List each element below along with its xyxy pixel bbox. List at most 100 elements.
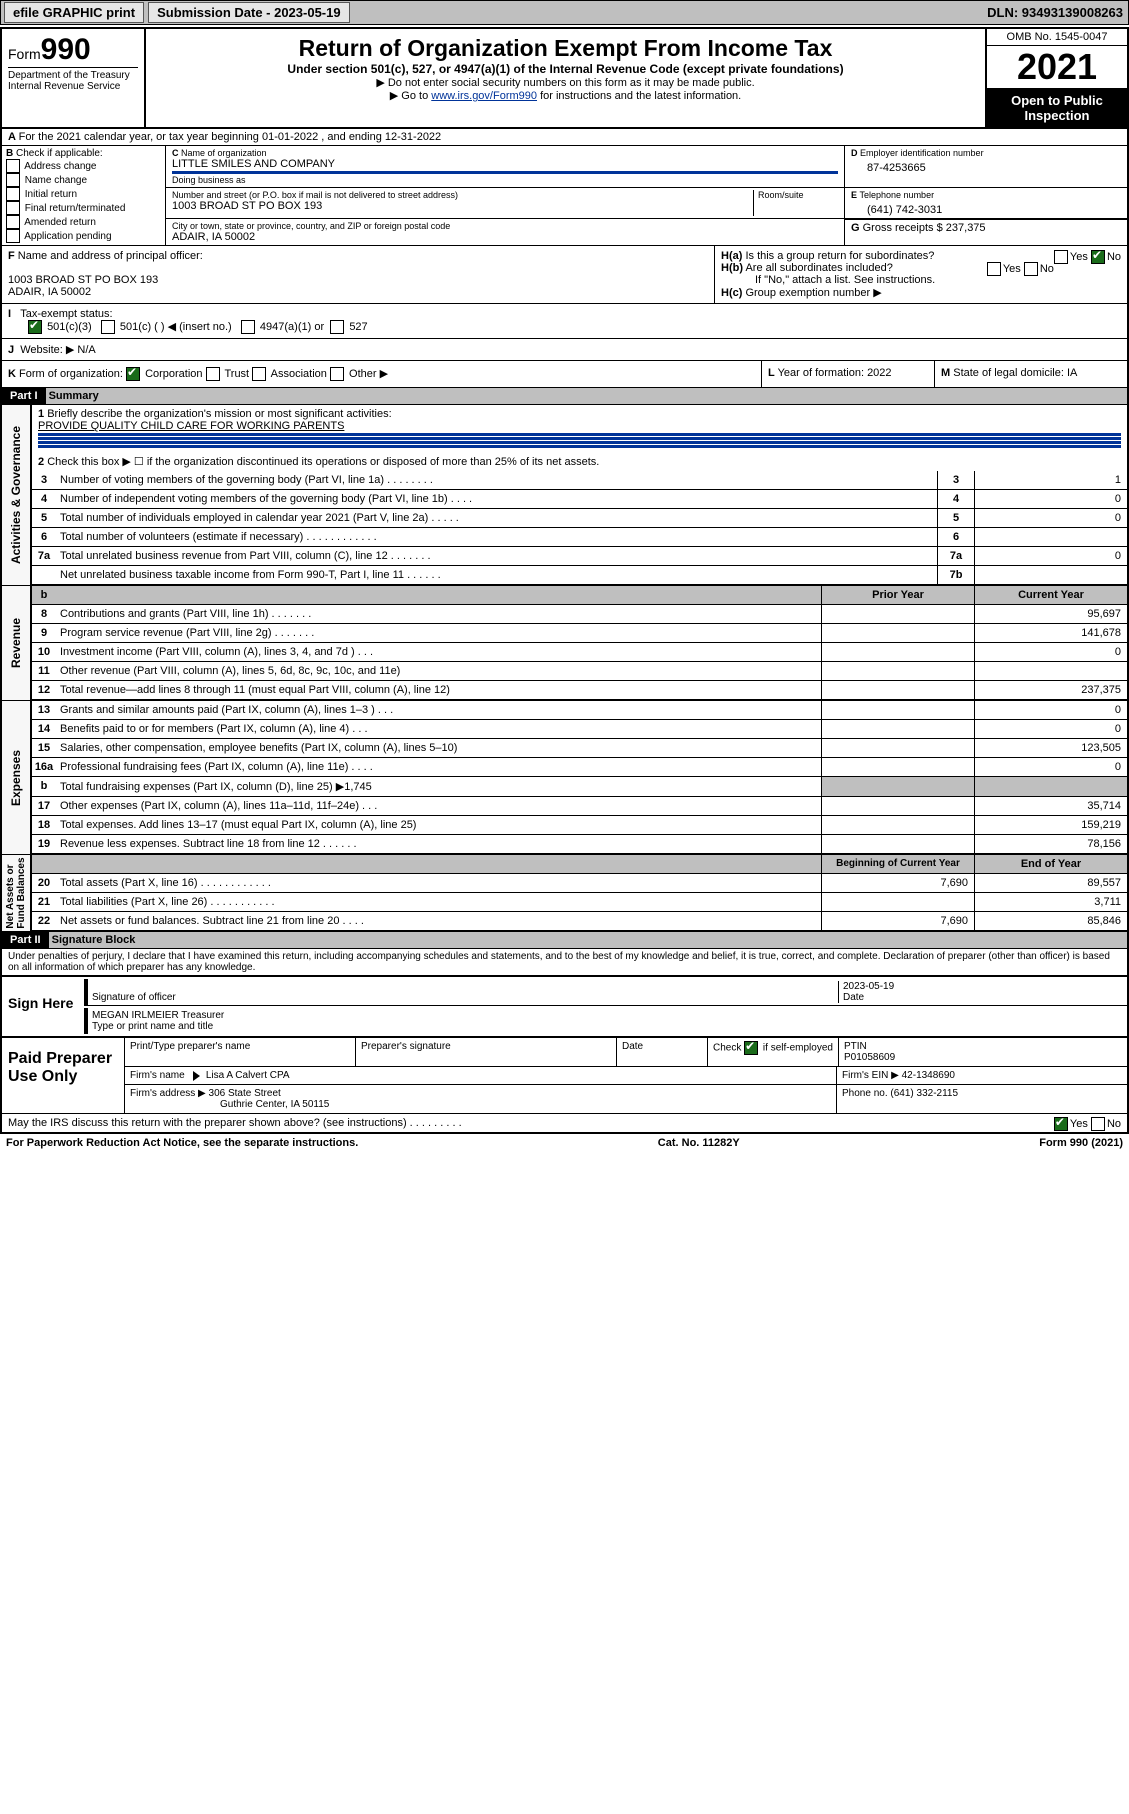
hc-label: Group exemption number ▶ — [745, 287, 881, 299]
form-title: Return of Organization Exempt From Incom… — [152, 35, 979, 62]
sidebar-expenses: Expenses — [2, 701, 32, 854]
gross-value: 237,375 — [946, 222, 986, 234]
b-checkbox[interactable] — [6, 215, 20, 229]
officer-name-label: Type or print name and title — [92, 1021, 213, 1032]
part2-header: Part II — [2, 932, 49, 948]
city-value: ADAIR, IA 50002 — [172, 231, 838, 243]
assoc-checkbox[interactable] — [252, 367, 266, 381]
dln-label: DLN: 93493139008263 — [987, 5, 1127, 20]
501c-checkbox[interactable] — [101, 320, 115, 334]
form-org-label: Form of organization: — [19, 368, 123, 380]
boy-header: Beginning of Current Year — [821, 855, 974, 873]
current-year-header: Current Year — [974, 586, 1127, 604]
arrow-icon — [193, 1071, 200, 1081]
prep-date-header: Date — [617, 1038, 708, 1066]
ha-yes-checkbox[interactable] — [1054, 250, 1068, 264]
self-employed-checkbox[interactable] — [744, 1041, 758, 1055]
perjury-declaration: Under penalties of perjury, I declare th… — [2, 949, 1127, 975]
paid-preparer-label: Paid Preparer Use Only — [2, 1038, 125, 1113]
top-toolbar: efile GRAPHIC print Submission Date - 20… — [0, 0, 1129, 25]
q2-label: Check this box ▶ ☐ if the organization d… — [47, 456, 599, 468]
website-label: Website: ▶ — [20, 344, 74, 356]
part1-title: Summary — [49, 390, 99, 402]
prior-year-header: Prior Year — [821, 586, 974, 604]
sidebar-governance: Activities & Governance — [2, 405, 32, 585]
domicile-value: IA — [1067, 367, 1077, 379]
officer-name: MEGAN IRLMEIER Treasurer — [92, 1010, 224, 1021]
cat-no: Cat. No. 11282Y — [658, 1137, 740, 1149]
b-checkbox[interactable] — [6, 187, 20, 201]
prep-sig-header: Preparer's signature — [356, 1038, 617, 1066]
open-public-badge: Open to Public Inspection — [987, 89, 1127, 127]
sidebar-revenue: Revenue — [2, 586, 32, 700]
b-checkbox[interactable] — [6, 173, 20, 187]
sig-date: 2023-05-19 — [843, 981, 894, 992]
domicile-label: State of legal domicile: — [953, 367, 1064, 379]
hb-yes-checkbox[interactable] — [987, 262, 1001, 276]
irs-discuss-question: May the IRS discuss this return with the… — [2, 1113, 1127, 1132]
ha-question: Is this a group return for subordinates? — [745, 250, 934, 262]
firm-phone-label: Phone no. — [842, 1088, 888, 1099]
ptin-label: PTIN — [844, 1041, 867, 1052]
city-label: City or town, state or province, country… — [172, 221, 838, 231]
discuss-no-checkbox[interactable] — [1091, 1117, 1105, 1131]
4947-checkbox[interactable] — [241, 320, 255, 334]
row-b-marker: b — [32, 586, 56, 604]
sig-date-label: Date — [843, 992, 864, 1003]
omb-number: OMB No. 1545-0047 — [987, 29, 1127, 46]
corp-checkbox[interactable] — [126, 367, 140, 381]
ein-value: 87-4253665 — [851, 158, 1121, 174]
year-formation-label: Year of formation: — [778, 367, 864, 379]
street-label: Number and street (or P.O. box if mail i… — [172, 190, 753, 200]
sig-officer-label: Signature of officer — [92, 992, 176, 1003]
trust-checkbox[interactable] — [206, 367, 220, 381]
ha-no-checkbox[interactable] — [1091, 250, 1105, 264]
firm-addr1: 306 State Street — [209, 1088, 281, 1099]
dept-treasury: Department of the TreasuryInternal Reven… — [8, 67, 138, 92]
527-checkbox[interactable] — [330, 320, 344, 334]
part1-header: Part I — [2, 388, 46, 404]
street-value: 1003 BROAD ST PO BOX 193 — [172, 200, 753, 212]
tax-year: 2021 — [987, 46, 1127, 89]
form-footer: Form 990 (2021) — [1039, 1137, 1123, 1149]
hb-question: Are all subordinates included? — [745, 262, 892, 274]
pra-notice: For Paperwork Reduction Act Notice, see … — [6, 1137, 358, 1149]
firm-ein-label: Firm's EIN ▶ — [842, 1070, 899, 1081]
officer-label: Name and address of principal officer: — [18, 250, 203, 262]
org-name: LITTLE SMILES AND COMPANY — [172, 158, 838, 170]
other-checkbox[interactable] — [330, 367, 344, 381]
efile-print-button[interactable]: efile GRAPHIC print — [4, 2, 144, 23]
dba-label: Doing business as — [172, 175, 838, 185]
officer-addr1: 1003 BROAD ST PO BOX 193 — [8, 274, 158, 286]
hb-no-checkbox[interactable] — [1024, 262, 1038, 276]
submission-date-button[interactable]: Submission Date - 2023-05-19 — [148, 2, 350, 23]
part2-title: Signature Block — [52, 934, 136, 946]
501c3-checkbox[interactable] — [28, 320, 42, 334]
b-checkbox[interactable] — [6, 201, 20, 215]
ein-label: Employer identification number — [860, 148, 984, 158]
sign-here-label: Sign Here — [2, 977, 84, 1036]
ptin-value: P01058609 — [844, 1052, 895, 1063]
b-checkbox[interactable] — [6, 159, 20, 173]
section-b-checkboxes: B Check if applicable: Address change Na… — [2, 146, 166, 245]
q1-label: Briefly describe the organization's miss… — [47, 408, 391, 420]
firm-phone: (641) 332-2115 — [890, 1088, 958, 1099]
firm-name: Lisa A Calvert CPA — [206, 1070, 290, 1081]
phone-value: (641) 742-3031 — [851, 200, 1121, 216]
form-number: Form990 — [8, 33, 138, 67]
row-a-taxyear: A For the 2021 calendar year, or tax yea… — [2, 129, 1127, 146]
mission-text: PROVIDE QUALITY CHILD CARE FOR WORKING P… — [38, 420, 344, 432]
discuss-yes-checkbox[interactable] — [1054, 1117, 1068, 1131]
irs-link[interactable]: www.irs.gov/Form990 — [431, 90, 537, 102]
firm-addr2: Guthrie Center, IA 50115 — [130, 1099, 329, 1110]
b-checkbox[interactable] — [6, 229, 20, 243]
gross-label: Gross receipts $ — [863, 222, 943, 234]
eoy-header: End of Year — [974, 855, 1127, 873]
firm-ein: 42-1348690 — [902, 1070, 955, 1081]
website-value: N/A — [77, 344, 95, 356]
form-subtitle: Under section 501(c), 527, or 4947(a)(1)… — [152, 62, 979, 76]
sidebar-netassets: Net Assets orFund Balances — [2, 855, 32, 931]
ssn-note: ▶ Do not enter social security numbers o… — [152, 76, 979, 89]
officer-addr2: ADAIR, IA 50002 — [8, 286, 91, 298]
room-label: Room/suite — [758, 190, 838, 200]
